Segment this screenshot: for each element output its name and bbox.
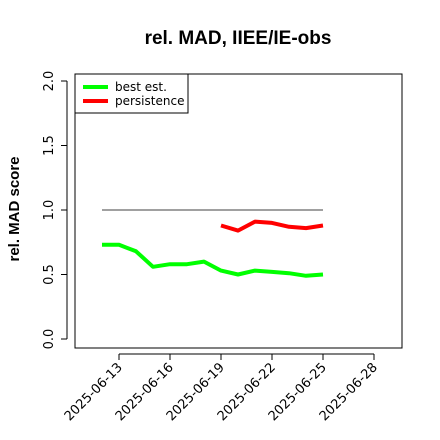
- legend-label-best-est: best est.: [115, 80, 167, 94]
- legend: best est. persistence: [74, 73, 189, 114]
- y-tick-label: 0.5: [42, 264, 57, 285]
- y-axis-label: rel. MAD score: [6, 156, 23, 261]
- legend-label-persistence: persistence: [115, 94, 184, 108]
- y-tick-label: 1.5: [42, 135, 57, 156]
- legend-box: [74, 73, 189, 114]
- series-line-best-est: [102, 242, 324, 278]
- plot-frame: [74, 73, 403, 349]
- series-line-persistence: [220, 219, 324, 233]
- y-tick-label: 1.0: [42, 200, 57, 221]
- chart-title: rel. MAD, IIEE/IE-obs: [145, 28, 332, 49]
- y-tick-label: 2.0: [42, 71, 57, 92]
- y-tick-label: 0.0: [42, 329, 57, 350]
